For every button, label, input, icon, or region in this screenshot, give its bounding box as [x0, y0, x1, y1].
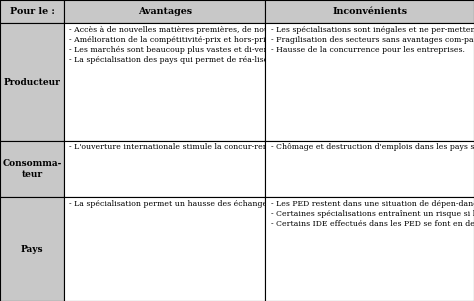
Text: - Accès à de nouvelles matières premières, de nouvelles techniques de production: - Accès à de nouvelles matières première… [69, 26, 474, 64]
Text: Pays: Pays [21, 245, 43, 253]
Text: - Les PED restent dans une situation de dépen-dance vis-à-vis des pays du Nord.
: - Les PED restent dans une situation de … [271, 200, 474, 228]
Text: - L'ouverture internationale stimule la concur-rence (baisse des prix des produi: - L'ouverture internationale stimule la … [69, 143, 474, 151]
Text: Producteur: Producteur [4, 78, 60, 86]
Text: Inconvénients: Inconvénients [332, 7, 407, 16]
Text: - La spécialisation permet un hausse des échanges donc une augmentation de la pr: - La spécialisation permet un hausse des… [69, 200, 474, 208]
Text: Pour le :: Pour le : [9, 7, 55, 16]
Text: Consomma-
teur: Consomma- teur [2, 160, 62, 179]
Text: - Chômage et destruction d'emplois dans les pays subissant les délocalisations.: - Chômage et destruction d'emplois dans … [271, 143, 474, 151]
Text: Avantages: Avantages [137, 7, 192, 16]
Text: - Les spécialisations sont inégales et ne per-mettent pas à tous les producteurs: - Les spécialisations sont inégales et n… [271, 26, 474, 54]
